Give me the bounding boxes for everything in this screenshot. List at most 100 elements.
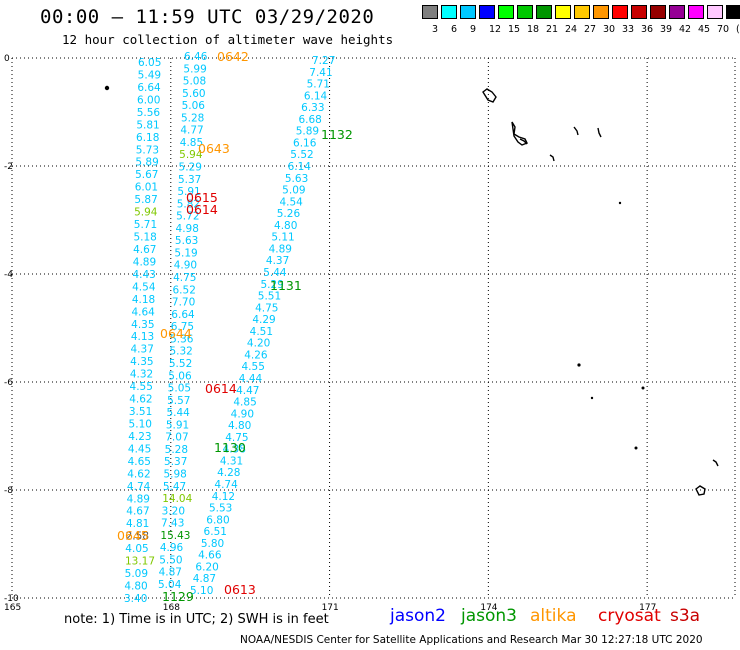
y-axis-tick-label: -4 [4,270,13,280]
wave-height-value: 5.18 [133,232,156,244]
wave-height-value: 4.81 [126,518,149,530]
pass-time-label: 0644 [160,326,192,341]
wave-height-value: 5.80 [201,538,224,550]
y-axis-tick-label: 0 [4,54,10,64]
wave-height-value: 6.64 [171,309,195,321]
wave-height-value: 4.89 [269,243,292,255]
wave-height-value: 6.51 [204,526,227,538]
island-dot [590,396,594,400]
wave-height-value: 4.75 [225,432,248,444]
island-outlines [104,85,719,496]
wave-height-value: 6.14 [288,161,312,173]
colorbar-label: 21 [546,24,559,35]
pass-time-label: 1132 [321,127,353,142]
wave-height-value: 14.04 [162,493,192,505]
wave-height-value: 5.32 [169,346,192,358]
colorbar-label: 70 [717,24,730,35]
colorbar-label: 6 [451,24,458,35]
colorbar-swatch [650,5,666,19]
island-outline [511,121,528,146]
wave-height-value: 5.71 [134,219,157,231]
island-outline [549,154,555,162]
wave-height-value: 4.55 [130,381,153,393]
colorbar-label: 42 [679,24,692,35]
wave-height-value: 4.37 [131,344,154,356]
wave-height-value: 5.29 [179,162,202,174]
wave-height-value: 5.82 [177,198,200,210]
wave-height-value: 5.44 [263,267,287,279]
pass-time-label: 0615 [186,190,218,205]
wave-height-value: 4.80 [124,581,147,593]
wave-height-value: 4.54 [132,281,156,293]
wave-height-value: 4.96 [160,542,184,554]
legend-jason2: jason2 [390,606,446,626]
colorbar-swatch [460,5,476,19]
wave-height-value: 5.87 [134,194,157,206]
wave-height-value: 4.87 [159,567,182,579]
colorbar-label: 18 [527,24,540,35]
wave-height-value: 5.09 [282,185,305,197]
wave-height-value: 5.91 [177,186,200,198]
page-subtitle: 12 hour collection of altimeter wave hei… [62,32,394,47]
wave-height-value: 4.44 [239,373,263,385]
wave-height-value: 5.49 [138,69,161,81]
wave-height-value: 5.36 [170,333,194,345]
colorbar-label: 33 [622,24,635,35]
colorbar-swatch [536,5,552,19]
wave-height-value: 4.37 [266,255,289,267]
wave-height-value: 6.05 [138,57,161,69]
colorbar-swatch [593,5,609,19]
colorbar-label: 36 [641,24,654,35]
colorbar-swatch [422,5,438,19]
wave-height-value: 4.05 [125,543,148,555]
wave-height-value: 4.12 [212,491,235,503]
track-a-values: 6.055.496.646.005.565.816.185.735.895.67… [124,57,161,605]
colorbar-swatch [555,5,571,19]
colorbar-swatch [441,5,457,19]
wave-height-value: 6.68 [298,114,321,126]
wave-height-value: 4.65 [128,456,151,468]
colorbar-swatch [688,5,704,19]
island-outline [597,127,602,138]
island-dot [577,363,581,367]
colorbar-label: 15 [508,24,521,35]
x-axis-tick-label: 171 [322,603,339,613]
wave-height-value: 5.57 [167,395,190,407]
wave-height-value: 4.66 [198,550,222,562]
wave-height-value: 5.26 [277,208,301,220]
pass-time-label: 0614 [186,202,218,217]
wave-height-value: 2.58 [126,531,149,543]
pass-time-label: 0643 [198,141,230,156]
wave-height-value: 5.05 [168,383,191,395]
colorbar-label: 39 [660,24,673,35]
y-axis-tick-label: -10 [4,594,19,604]
wave-height-value: 5.81 [136,119,159,131]
wave-height-value: 5.28 [181,112,204,124]
pass-time-label: 1131 [270,278,302,293]
wave-height-value: 4.67 [133,244,156,256]
wave-height-value: 5.52 [290,149,313,161]
wave-height-value: 4.85 [180,137,203,149]
pass-time-label: 0613 [224,582,256,597]
wave-height-value: 5.08 [183,76,206,88]
wave-height-value: 6.18 [136,132,159,144]
y-axis-tick-label: -2 [4,162,13,172]
colorbar-swatch [498,5,514,19]
wave-height-value: 4.90 [231,408,254,420]
wave-height-value: 4.98 [176,223,199,235]
x-axis-tick-label: 177 [639,603,656,613]
pass-time-label: 0645 [117,528,149,543]
wave-height-value: 6.64 [137,82,161,94]
page-title: 00:00 – 11:59 UTC 03/29/2020 [40,6,375,28]
footer-credit: NOAA/NESDIS Center for Satellite Applica… [240,634,703,646]
wave-height-value: 5.47 [163,481,186,493]
wave-height-value: 5.89 [296,126,319,138]
time-labels: 0642064306150614113211310644061411300645… [117,49,353,604]
pass-time-label: 0614 [205,381,237,396]
colorbar-label: 27 [584,24,597,35]
colorbar-label: 3 [432,24,439,35]
wave-height-value: 5.06 [168,370,192,382]
wave-height-value: 4.62 [127,468,150,480]
wave-height-value: 5.50 [159,554,182,566]
